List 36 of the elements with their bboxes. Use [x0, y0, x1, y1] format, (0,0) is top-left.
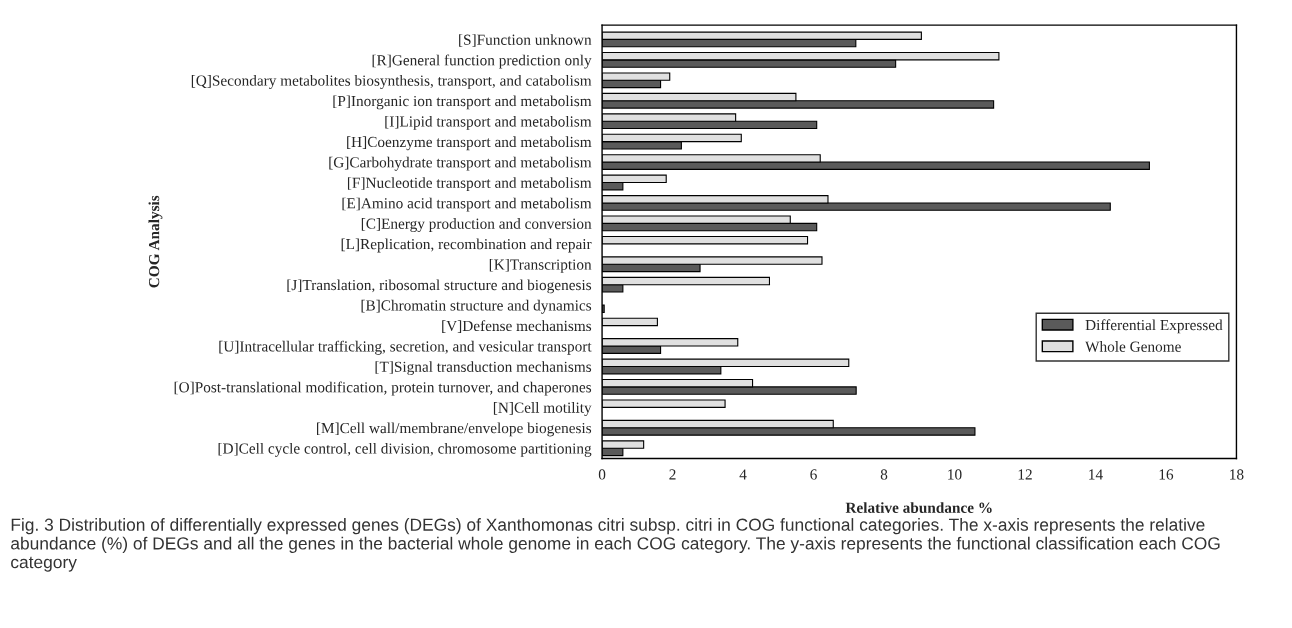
y-tick-label: [M]Cell wall/membrane/envelope biogenesis	[317, 422, 592, 437]
y-tick-label: [Q]Secondary metabolites biosynthesis, transport, and catabolism	[191, 75, 592, 89]
x-tick-label: 2	[669, 469, 676, 480]
x-tick-label: 12	[1018, 469, 1032, 480]
y-tick-label: [C]Energy production and conversion	[361, 218, 592, 232]
y-tick-label: [G]Carbohydrate transport and metabolism	[329, 156, 592, 171]
y-tick-label: [P]Inorganic ion transport and metabolism	[333, 95, 592, 110]
y-tick-label: [T]Signal transduction mechanisms	[375, 361, 592, 376]
y-tick-label: [K]Transcription	[489, 258, 592, 273]
legend-label: Differential Expressed	[1085, 319, 1223, 334]
x-tick-label: 4	[739, 469, 747, 480]
y-tick-label: [V]Defense mechanisms	[442, 320, 592, 333]
y-tick-label: [S]Function unknown	[459, 34, 592, 47]
caption: Fig. 3 Distribution of differentially expressed genes (DEGs) of Xanthomonas citri subsp. citri in COG functional categories. The x-axis represents the relative abundance (%) of DEGs and all the genes in the bacterial whole genome in each COG category. The y-axis represents the functional classification each COG category	[11, 518, 1220, 572]
y-tick-label: [D]Cell cycle control, cell division, chromosome partitioning	[218, 442, 592, 457]
x-axis-title: Relative abundance %	[845, 502, 992, 513]
x-tick-label: 14	[1089, 469, 1103, 480]
legend-label: Whole Genome	[1085, 341, 1181, 352]
y-tick-label: [R]General function prediction only	[372, 54, 592, 69]
y-tick-label: [U]Intracellular trafficking, secretion, and vesicular transport	[219, 340, 592, 355]
x-tick-label: 0	[598, 469, 606, 480]
x-tick-label: 16	[1159, 469, 1174, 480]
y-tick-label: [L]Replication, recombination and repair	[341, 238, 592, 253]
y-tick-label: [I]Lipid transport and metabolism	[385, 115, 592, 130]
y-tick-label: [E]Amino acid transport and metabolism	[342, 197, 592, 212]
x-tick-label: 8	[880, 469, 888, 480]
y-tick-label: [B]Chromatin structure and dynamics	[361, 299, 592, 314]
y-tick-label: [H]Coenzyme transport and metabolism	[347, 136, 592, 151]
y-tick-label: [O]Post-translational modification, protein turnover, and chaperones	[174, 381, 592, 396]
y-tick-label: [J]Translation, ribosomal structure and biogenesis	[287, 279, 592, 294]
x-tick-label: 6	[810, 469, 817, 480]
y-tick-label: [F]Nucleotide transport and metabolism	[347, 177, 592, 192]
x-tick-label: 18	[1230, 469, 1244, 480]
y-tick-label: [N]Cell motility	[493, 402, 592, 416]
y-axis-title: COG Analysis	[148, 195, 163, 288]
x-tick-label: 10	[948, 469, 962, 480]
